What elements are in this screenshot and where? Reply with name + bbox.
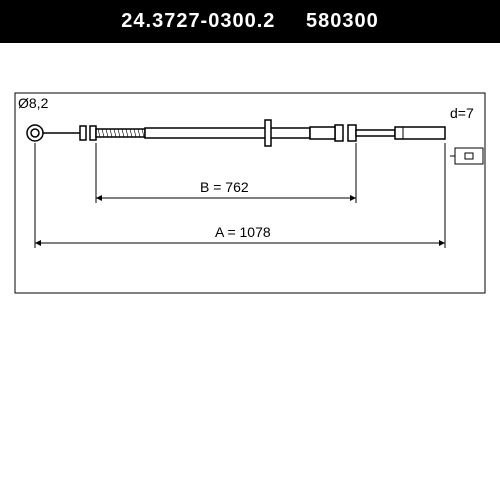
svg-text:d=7: d=7	[450, 105, 474, 121]
part-code: 580300	[306, 10, 379, 32]
svg-text:B = 762: B = 762	[200, 179, 249, 195]
part-number: 24.3727-0300.2	[121, 10, 275, 32]
technical-diagram: Ø8,2 d=7 B = 762 A = 1078	[0, 43, 500, 343]
svg-text:A = 1078: A = 1078	[215, 224, 271, 240]
header-bar: 24.3727-0300.2 580300	[0, 0, 500, 43]
svg-text:Ø8,2: Ø8,2	[18, 95, 49, 111]
